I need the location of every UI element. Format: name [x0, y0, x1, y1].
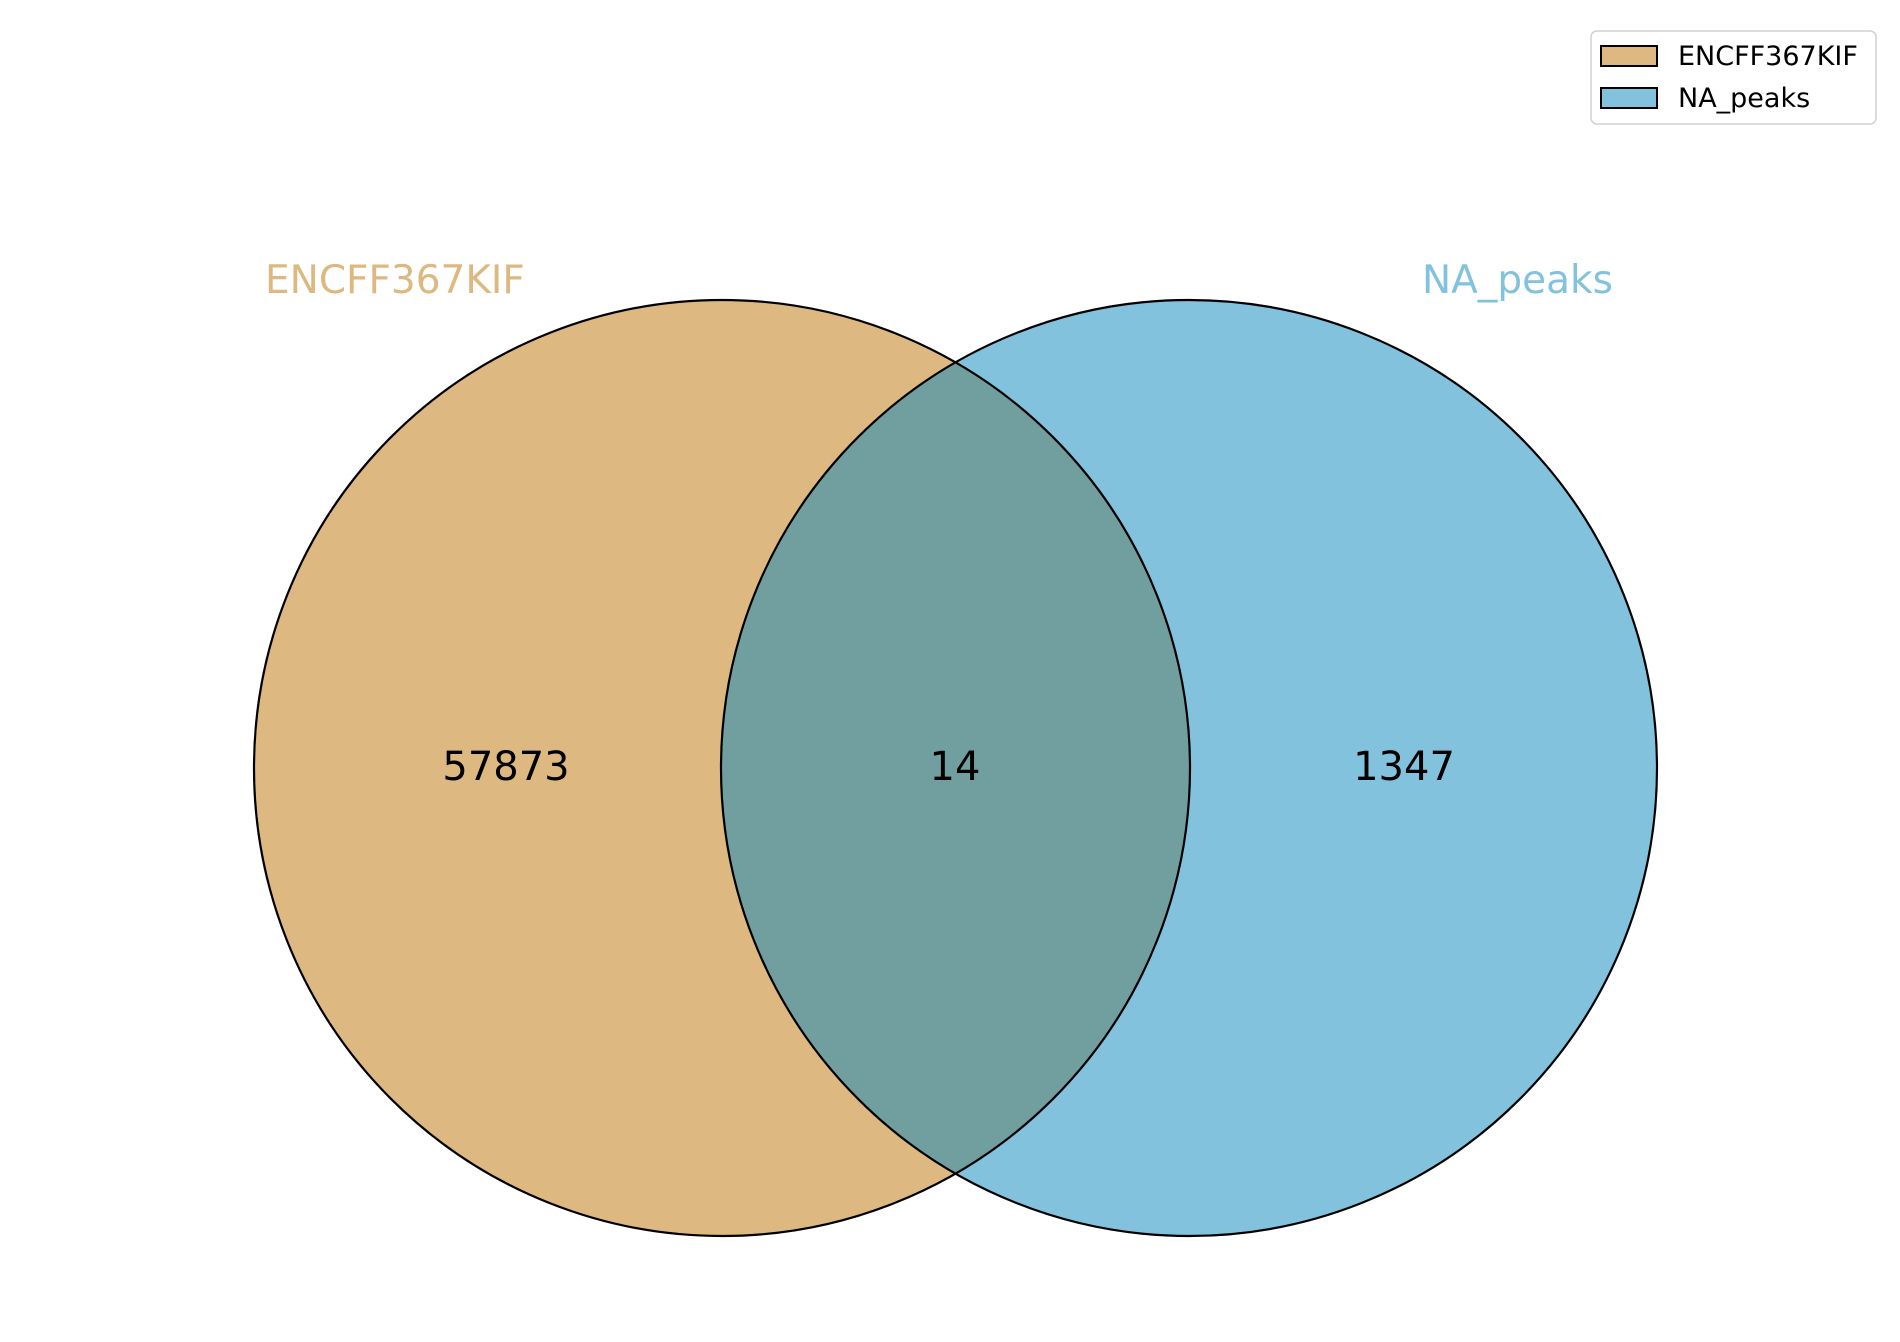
legend-label-encff367kif: ENCFF367KIF	[1678, 41, 1858, 72]
count-right-only: 1347	[1353, 744, 1455, 790]
legend: ENCFF367KIF NA_peaks	[1590, 30, 1877, 125]
legend-frame	[1590, 30, 1877, 125]
set-outline-encff367kif	[252, 298, 1192, 1238]
legend-swatch-na-peaks	[1600, 87, 1658, 109]
legend-swatch-encff367kif	[1600, 45, 1658, 67]
set-label-encff367kif: ENCFF367KIF	[265, 258, 525, 303]
count-left-only: 57873	[442, 744, 569, 790]
set-outline-na-peaks	[719, 298, 1659, 1238]
count-intersection: 14	[930, 744, 981, 790]
legend-label-na-peaks: NA_peaks	[1678, 83, 1810, 114]
set-label-na-peaks: NA_peaks	[1422, 258, 1613, 303]
